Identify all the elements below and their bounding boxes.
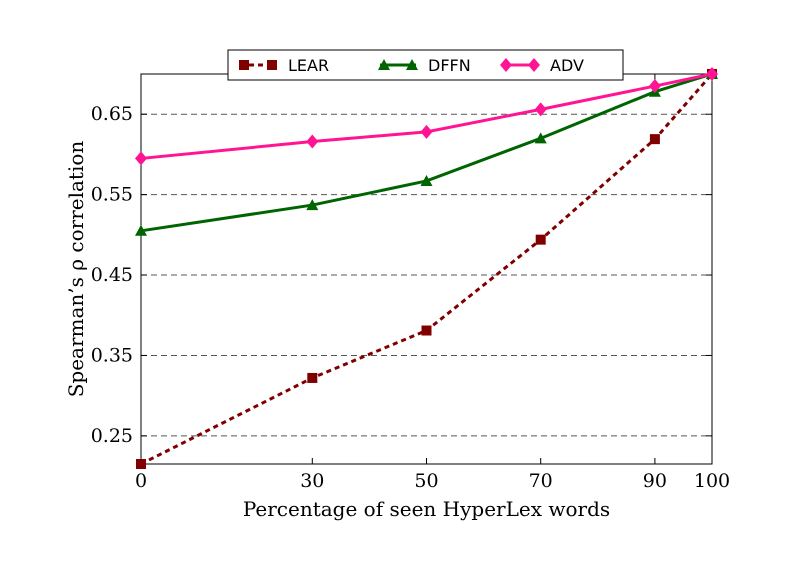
legend-label-lear: LEAR [288, 56, 329, 75]
x-axis: 0 30 50 70 90 100 [135, 74, 730, 492]
legend-marker-lear [239, 60, 249, 70]
data-point-lear [307, 372, 318, 383]
series-line-adv [140, 72, 713, 160]
legend-marker-adv [500, 58, 512, 72]
y-axis: 0.25 0.35 0.45 0.55 0.65 [91, 103, 712, 447]
y-tick-label: 0.65 [91, 103, 133, 125]
x-tick-label: 50 [414, 470, 438, 492]
data-point-lear [421, 325, 432, 336]
series-lines [135, 67, 718, 469]
y-tick-label: 0.35 [91, 344, 133, 366]
data-point-adv [420, 124, 433, 139]
data-point-dffn [534, 132, 547, 144]
series-line-lear [140, 73, 714, 466]
data-point-adv [306, 134, 319, 149]
data-point-dffn [306, 199, 319, 211]
x-tick-label: 30 [300, 470, 324, 492]
y-tick-label: 0.55 [91, 184, 133, 206]
data-point-lear [535, 234, 546, 245]
legend-label-adv: ADV [550, 56, 584, 75]
data-point-adv [706, 67, 718, 81]
x-tick-label: 100 [694, 470, 730, 492]
legend-marker-dffn [378, 59, 390, 70]
x-tick-label: 0 [135, 470, 147, 492]
y-tick-label: 0.25 [91, 425, 133, 447]
legend-marker-dffn [406, 59, 418, 70]
y-tick-label: 0.45 [91, 264, 133, 286]
data-point-adv [135, 151, 147, 166]
legend-marker-adv [528, 58, 540, 72]
data-point-lear [649, 134, 660, 145]
data-point-dffn [135, 224, 147, 236]
x-tick-label: 90 [643, 470, 667, 492]
data-point-adv [648, 79, 661, 94]
data-point-dffn [420, 174, 433, 186]
series-adv [135, 67, 718, 166]
legend: LEAR DFFN ADV [227, 49, 624, 81]
series-line-dffn [140, 72, 713, 233]
legend-label-dffn: DFFN [428, 56, 471, 75]
legend-box [227, 49, 624, 81]
y-axis-label: Spearman’s ρ correlation [64, 141, 88, 398]
data-point-lear [136, 459, 146, 469]
x-axis-label: Percentage of seen HyperLex words [243, 497, 610, 521]
data-point-adv [534, 102, 547, 117]
legend-marker-lear [267, 60, 277, 70]
gridlines [141, 113, 712, 437]
x-tick-label: 70 [529, 470, 553, 492]
